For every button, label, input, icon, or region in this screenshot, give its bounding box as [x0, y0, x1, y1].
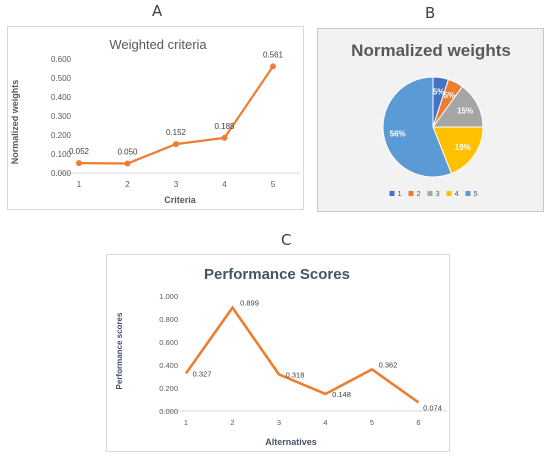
chart-b-legend-label: 2 [417, 189, 421, 198]
chart-a-ytick-label: 0.500 [51, 74, 72, 83]
chart-a-data-label: 0.050 [117, 148, 138, 157]
chart-a-xlabel: Criteria [164, 195, 197, 205]
chart-a-data-label: 0.185 [214, 122, 235, 131]
chart-a-ytick-label: 0.100 [51, 150, 72, 159]
chart-a-xtick-label: 2 [125, 180, 130, 189]
panel-letter-c: C [281, 231, 292, 249]
chart-b-legend-label: 4 [455, 189, 459, 198]
chart-a-xtick-label: 5 [271, 180, 276, 189]
chart-c-title: Performance Scores [204, 266, 350, 283]
panel-letter-a: A [152, 2, 163, 20]
chart-b-legend-label: 1 [398, 189, 402, 198]
chart-a-data-label: 0.152 [166, 128, 187, 137]
chart-a-data-label: 0.052 [69, 147, 90, 156]
chart-c-ytick-label: 0.800 [159, 315, 178, 324]
chart-b-legend-swatch [389, 191, 395, 196]
chart-b-slice-label: 56% [390, 130, 406, 139]
chart-c-ytick-label: 0.600 [159, 338, 178, 347]
chart-c-xtick-label: 2 [230, 418, 234, 427]
chart-a-title: Weighted criteria [109, 37, 207, 52]
chart-a-weighted-criteria: Weighted criteria Criteria Normalized we… [7, 26, 304, 210]
chart-c-ytick-label: 0.000 [159, 407, 178, 416]
chart-c-ylabel: Performance scores [115, 312, 124, 389]
chart-a-xtick-label: 1 [77, 180, 82, 189]
chart-c-data-label: 0.148 [332, 390, 351, 399]
chart-b-normalized-weights: Normalized weights 5% 5% 15% 19% 56% 1 2 3 4 5 [317, 28, 544, 212]
chart-c-performance-scores: Performance Scores Alternatives Performa… [106, 254, 450, 452]
chart-a-svg: Weighted criteria Criteria Normalized we… [10, 37, 300, 205]
chart-c-ytick-label: 1.000 [159, 292, 178, 301]
chart-c-ytick-label: 0.200 [159, 384, 178, 393]
chart-a-ytick-label: 0.000 [51, 169, 72, 178]
chart-c-xtick-label: 3 [277, 418, 281, 427]
chart-b-legend-swatch [427, 191, 433, 196]
chart-b-slice [382, 76, 453, 178]
chart-c-data-label: 0.074 [423, 403, 442, 412]
chart-b-slice-label: 5% [444, 91, 456, 100]
chart-a-series-line [78, 65, 274, 165]
chart-b-legend-label: 5 [474, 189, 478, 198]
chart-a-ylabel: Normalized weights [10, 80, 20, 165]
chart-a-ytick-label: 0.200 [51, 131, 72, 140]
chart-b-legend-label: 3 [436, 189, 440, 198]
chart-a-data-point [221, 134, 228, 141]
chart-c-xtick-label: 5 [370, 418, 374, 427]
chart-a-xtick-label: 3 [174, 180, 179, 189]
chart-b-slice [432, 126, 484, 175]
chart-b-legend-swatch [465, 191, 471, 196]
chart-a-data-point [76, 160, 82, 167]
chart-a-data-point [270, 63, 276, 70]
chart-c-data-label: 0.899 [240, 299, 259, 308]
chart-b-slice-label: 5% [433, 87, 445, 96]
chart-c-series-line [184, 305, 420, 404]
chart-b-legend-swatch [446, 191, 452, 196]
chart-a-xtick-label: 4 [222, 180, 227, 189]
chart-b-svg: Normalized weights 5% 5%15%19%56%1 2 3 4 5 [351, 41, 511, 198]
chart-c-xlabel: Alternatives [265, 437, 317, 447]
chart-c-xtick-label: 4 [323, 418, 327, 427]
chart-c-svg: Performance Scores Alternatives Performa… [115, 266, 447, 447]
chart-a-data-point [173, 141, 179, 148]
chart-c-ytick-label: 0.400 [159, 361, 178, 370]
chart-a-ytick-label: 0.300 [51, 112, 72, 121]
chart-c-xtick-label: 6 [416, 418, 420, 427]
chart-b-title: Normalized weights [351, 41, 511, 60]
chart-a-ytick-label: 0.600 [51, 55, 72, 64]
chart-a-data-label: 0.561 [263, 50, 284, 59]
chart-c-data-label: 0.318 [286, 370, 305, 379]
chart-c-data-label: 0.362 [379, 360, 398, 369]
chart-b-slice-label: 19% [455, 143, 471, 152]
chart-b-slice-label: 15% [457, 107, 473, 116]
chart-c-data-label: 0.327 [193, 369, 212, 378]
chart-a-ytick-label: 0.400 [51, 93, 72, 102]
chart-c-xtick-label: 1 [184, 418, 188, 427]
chart-a-data-point [124, 160, 131, 167]
chart-b-legend-swatch [408, 191, 414, 196]
panel-letter-b: B [425, 4, 436, 22]
